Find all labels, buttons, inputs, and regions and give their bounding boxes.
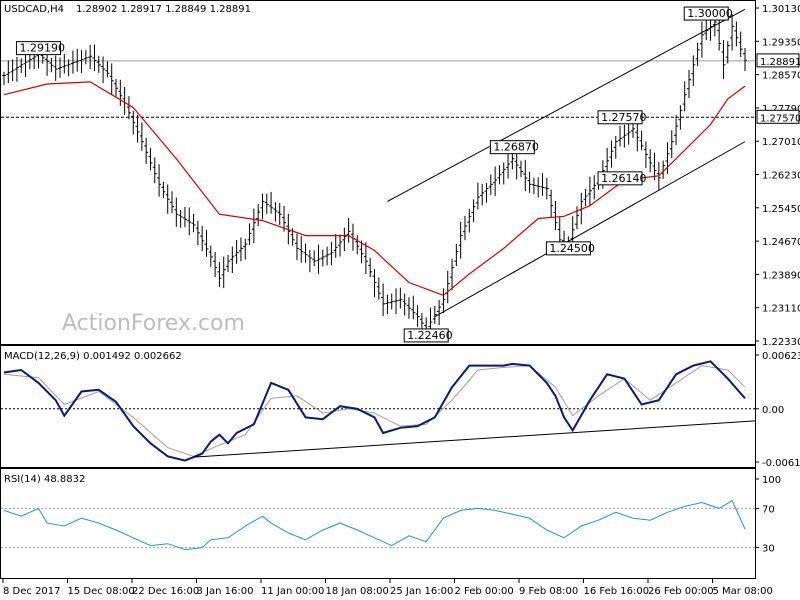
price-label: 1.24500	[545, 241, 595, 256]
price-label: 1.29190	[15, 41, 65, 56]
rsi-panel-frame	[0, 468, 756, 579]
price-tick-label: 1.23890	[762, 270, 800, 281]
instrument-label: USDCAD,H4	[4, 4, 64, 15]
moving-average-line	[3, 81, 746, 296]
marked-level-tag-box	[756, 109, 800, 124]
time-tick-label: 9 Feb 08:00	[519, 586, 578, 597]
price-tick-label: 1.27010	[762, 137, 800, 148]
macd-tick-label: 0.006232	[762, 351, 800, 362]
macd-title: MACD(12,26,9) 0.001492 0.002662	[4, 351, 182, 362]
rsi-tick-label: 100	[762, 475, 781, 486]
price-label-text: 1.29190	[19, 42, 65, 55]
rsi-tick-label: 70	[762, 504, 775, 515]
price-label: 1.26140	[597, 171, 647, 186]
price-label-text: 1.27570	[601, 111, 647, 124]
macd-tick-label: 0.00	[762, 405, 784, 416]
rsi-line	[3, 499, 746, 551]
watermark: ActionForex.com	[62, 311, 245, 336]
price-label: 1.30000	[683, 6, 733, 21]
time-tick-label: 11 Jan 00:00	[261, 586, 324, 597]
price-tick-label: 1.25450	[762, 204, 800, 215]
marked-level-tag: 1.27570	[760, 113, 800, 124]
time-tick-label: 3 Jan 16:00	[197, 586, 254, 597]
price-label: 1.26870	[489, 140, 539, 155]
price-tick-label: 1.22330	[762, 337, 800, 348]
price-tick-label: 1.28570	[762, 71, 800, 82]
price-label-box	[597, 110, 643, 125]
price-label-box	[683, 6, 729, 21]
price-tick-label: 1.26230	[762, 171, 800, 182]
time-tick-label: 25 Jan 16:00	[390, 586, 453, 597]
price-label-box	[15, 41, 61, 56]
price-tick-label: 1.23110	[762, 304, 800, 315]
price-label-text: 1.24500	[549, 242, 595, 255]
price-tick-label: 1.27790	[762, 104, 800, 115]
time-tick-label: 15 Dec 08:00	[68, 586, 135, 597]
current-price-tag-box	[756, 53, 800, 68]
time-tick-label: 5 Mar 08:00	[713, 586, 773, 597]
rsi-tick-label: 30	[762, 544, 775, 555]
price-label-text: 1.22460	[407, 329, 453, 342]
ohlc-header: 1.28902 1.28917 1.28849 1.28891	[76, 4, 251, 15]
rsi-title: RSI(14) 48.8832	[4, 474, 85, 485]
macd-layer	[1, 360, 756, 462]
axis-layer: 1.30130 1.29350 1.28570 1.27790 1.27010 1.262…	[2, 4, 800, 597]
macd-line	[3, 360, 746, 462]
channel-lower-line	[434, 141, 746, 318]
price-label-box	[545, 241, 591, 256]
price-tick-label: 1.30130	[762, 4, 800, 15]
price-tick-label: 1.29350	[762, 37, 800, 48]
price-layer: 1.29190 1.22460 1.26870 1.27570 1.24500 1.261…	[1, 6, 755, 343]
time-tick-label: 8 Dec 2017	[3, 586, 61, 597]
time-tick-label: 26 Feb 00:00	[648, 586, 714, 597]
rsi-layer	[1, 499, 755, 551]
current-price-tag: 1.28891	[760, 57, 800, 68]
macd-trendline	[193, 420, 756, 458]
price-label-text: 1.26870	[493, 141, 539, 154]
price-label-text: 1.30000	[687, 7, 733, 20]
macd-panel-frame	[0, 345, 756, 468]
price-label-box	[597, 171, 643, 186]
time-tick-label: 2 Feb 00:00	[455, 586, 514, 597]
time-tick-label: 18 Jan 08:00	[326, 586, 389, 597]
price-label-box	[403, 328, 449, 343]
price-label-box	[489, 140, 535, 155]
macd-signal-line	[3, 365, 746, 457]
price-label: 1.27570	[597, 110, 647, 125]
time-tick-label: 22 Dec 16:00	[132, 586, 199, 597]
price-label: 1.22460	[403, 328, 453, 343]
price-label-text: 1.26140	[601, 172, 647, 185]
time-tick-label: 16 Feb 16:00	[584, 586, 650, 597]
macd-tick-label: -0.006163	[762, 458, 800, 469]
price-tick-label: 1.24670	[762, 237, 800, 248]
channel-upper-line	[387, 8, 746, 202]
